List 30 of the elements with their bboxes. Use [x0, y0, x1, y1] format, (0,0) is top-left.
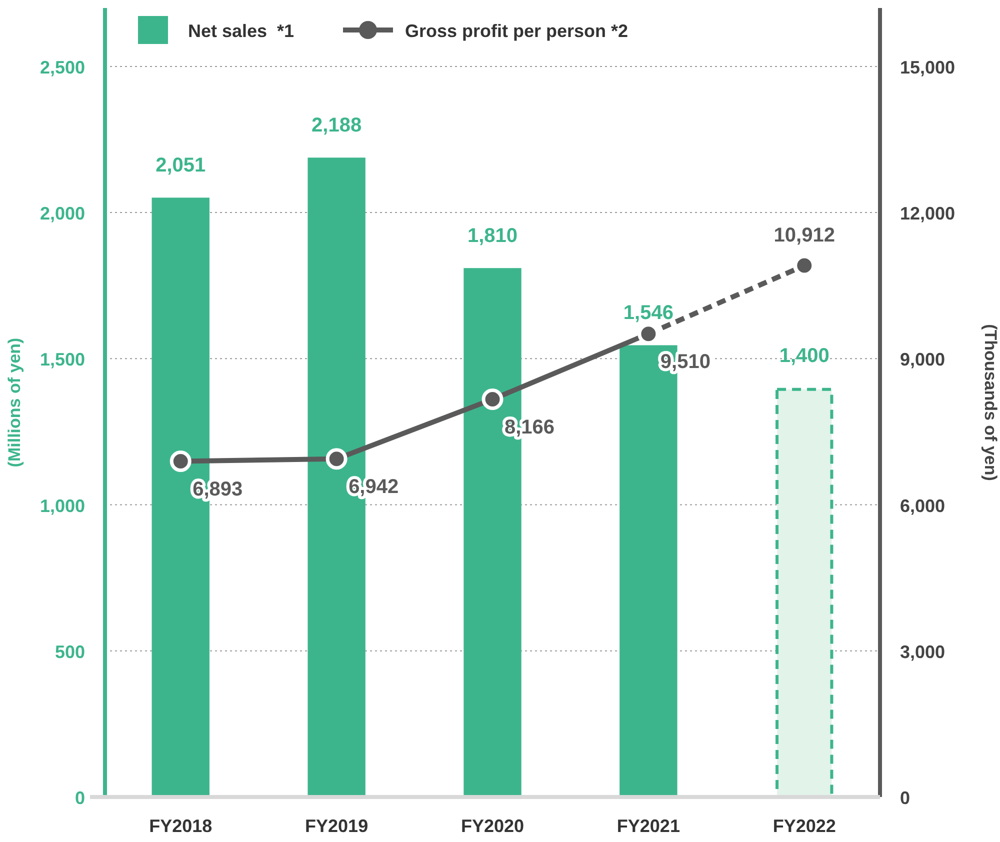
x-tick-label: FY2022: [772, 816, 836, 836]
data-label: 2,188: [312, 114, 362, 137]
point: [170, 450, 192, 472]
y2-tick-label: 3,000: [900, 642, 946, 662]
y-axis-title: (Millions of yen): [5, 338, 24, 468]
data-label: 10,912: [774, 224, 835, 247]
data-label: 2,051: [156, 154, 206, 177]
point: [326, 448, 348, 470]
y-tick-label: 1,500: [40, 350, 85, 370]
point: [482, 388, 504, 410]
y-tick-label: 1,000: [40, 496, 85, 516]
x-tick-label: FY2021: [616, 816, 680, 836]
y-tick-label: 0: [74, 788, 85, 808]
y-tick-label: 2,000: [40, 204, 85, 224]
x-tick-label: FY2019: [305, 816, 368, 836]
y-tick-label: 500: [54, 642, 85, 662]
y2-tick-label: 9,000: [900, 350, 946, 370]
y2-tick-label: 6,000: [900, 496, 946, 516]
y2-tick-label: 0: [900, 788, 910, 808]
data-label: 1,810: [467, 225, 518, 248]
legend-label: Gross profit per person *2: [405, 21, 628, 41]
data-label: 1,400: [779, 344, 830, 367]
y2-axis-title: (Thousands of yen): [981, 324, 1000, 481]
y-tick-label: 2,500: [40, 57, 85, 78]
x-tick-label: FY2020: [460, 816, 524, 836]
y2-tick-label: 15,000: [900, 57, 956, 78]
legend-label: Net sales *1: [188, 21, 294, 41]
x-tick-label: FY2018: [149, 816, 212, 836]
y2-tick-label: 12,000: [900, 204, 956, 224]
data-label: 1,546: [623, 302, 674, 324]
